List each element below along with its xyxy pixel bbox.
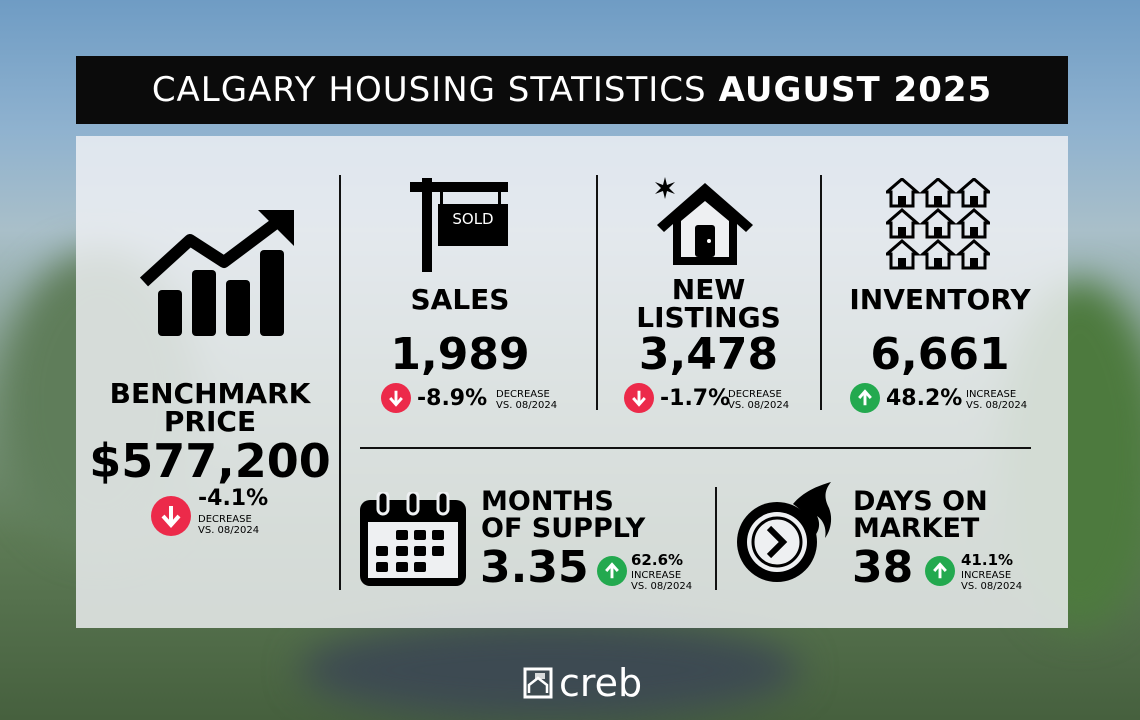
increase-arrow-icon (925, 556, 955, 586)
sales-value: 1,989 (390, 329, 530, 380)
days-on-market-value: 38 (852, 542, 914, 593)
sold-sign-icon (410, 178, 508, 272)
divider (339, 175, 341, 590)
stats-panel (76, 136, 1068, 628)
increase-arrow-icon (597, 556, 627, 586)
divider (715, 487, 717, 590)
months-supply-change: 62.6% (631, 551, 684, 569)
months-supply-compare: INCREASE VS. 08/2024 (631, 570, 693, 592)
benchmark-change: -4.1% (198, 486, 269, 511)
fast-clock-icon (737, 482, 832, 582)
houses-grid-icon (886, 178, 990, 270)
months-supply-label: MONTHS OF SUPPLY (481, 486, 646, 544)
decrease-arrow-icon (381, 383, 411, 413)
new-listings-compare: DECREASE VS. 08/2024 (728, 389, 790, 411)
inventory-label: INVENTORY (849, 283, 1031, 316)
new-house-icon (655, 177, 753, 265)
divider (360, 447, 1031, 449)
inventory-change: 48.2% (886, 386, 963, 411)
calendar-icon (360, 492, 466, 586)
new-listings-change: -1.7% (660, 386, 731, 411)
sales-change: -8.9% (417, 386, 488, 411)
title-prefix: CALGARY HOUSING STATISTICS (151, 70, 707, 110)
benchmark-value: $577,200 (89, 434, 331, 488)
increase-arrow-icon (850, 383, 880, 413)
divider (596, 175, 598, 410)
creb-logo: creb (523, 664, 642, 702)
benchmark-compare: DECREASE VS. 08/2024 (198, 514, 260, 536)
sold-sign-text: SOLD (452, 210, 494, 228)
sales-label: SALES (410, 283, 510, 316)
inventory-value: 6,661 (870, 329, 1010, 380)
decrease-arrow-icon (151, 496, 191, 536)
rising-bar-chart-icon (140, 210, 294, 336)
days-on-market-compare: INCREASE VS. 08/2024 (961, 570, 1023, 592)
inventory-compare: INCREASE VS. 08/2024 (966, 389, 1028, 411)
creb-logo-icon (523, 667, 553, 699)
days-on-market-label: DAYS ON MARKET (853, 486, 988, 544)
new-listings-value: 3,478 (638, 329, 779, 380)
months-supply-value: 3.35 (480, 542, 589, 593)
title-month: AUGUST 2025 (718, 70, 993, 110)
new-listings-label: NEW LISTINGS (636, 273, 781, 334)
days-on-market-change: 41.1% (961, 551, 1014, 569)
page-title: CALGARY HOUSING STATISTICS AUGUST 2025 (76, 56, 1068, 124)
divider (820, 175, 822, 410)
sales-compare: DECREASE VS. 08/2024 (496, 389, 558, 411)
decrease-arrow-icon (624, 383, 654, 413)
benchmark-label: BENCHMARK PRICE (109, 377, 311, 438)
creb-logo-text: creb (559, 661, 643, 705)
